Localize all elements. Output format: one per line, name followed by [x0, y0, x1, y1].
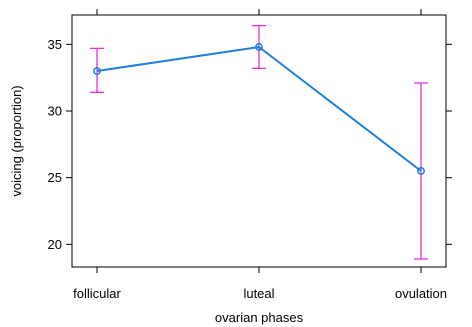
- y-tick-label: 30: [48, 104, 62, 119]
- series: [93, 43, 425, 175]
- y-axis: 20 25 30 35: [48, 37, 452, 252]
- data-point: [255, 43, 263, 51]
- x-tick-label: follicular: [73, 286, 121, 301]
- x-tick-label: luteal: [243, 286, 274, 301]
- y-axis-title: voicing (proportion): [9, 85, 24, 196]
- y-tick-label: 25: [48, 170, 62, 185]
- x-tick-label: ovulation: [395, 286, 447, 301]
- error-bars: [90, 25, 428, 260]
- data-point: [93, 67, 101, 75]
- series-line: [96, 45, 422, 172]
- y-tick-label: 35: [48, 37, 62, 52]
- data-point: [417, 167, 425, 175]
- x-axis-title: ovarian phases: [215, 310, 304, 325]
- y-tick-label: 20: [48, 237, 62, 252]
- x-axis: follicular luteal ovulation: [73, 9, 447, 301]
